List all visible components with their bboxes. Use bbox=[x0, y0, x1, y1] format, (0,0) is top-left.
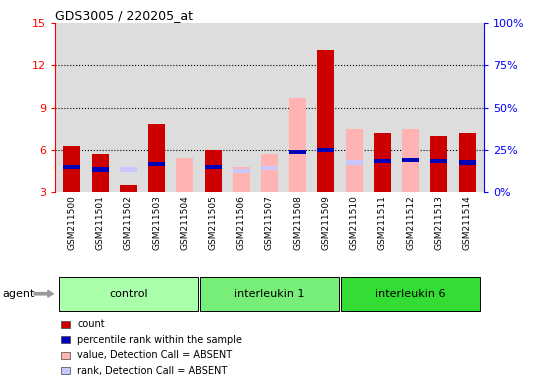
Bar bbox=[148, 124, 165, 192]
Text: GSM211503: GSM211503 bbox=[152, 195, 161, 250]
FancyBboxPatch shape bbox=[200, 277, 339, 311]
Bar bbox=[205, 165, 222, 169]
Bar bbox=[346, 129, 362, 192]
Text: GSM211508: GSM211508 bbox=[293, 195, 302, 250]
FancyBboxPatch shape bbox=[341, 277, 480, 311]
Text: percentile rank within the sample: percentile rank within the sample bbox=[77, 335, 242, 345]
Bar bbox=[261, 154, 278, 192]
Text: GSM211504: GSM211504 bbox=[180, 195, 189, 250]
Bar bbox=[374, 159, 391, 163]
Bar bbox=[63, 165, 80, 169]
Bar bbox=[148, 162, 165, 166]
Text: GSM211512: GSM211512 bbox=[406, 195, 415, 250]
Bar bbox=[177, 158, 193, 192]
Text: control: control bbox=[109, 289, 148, 299]
Bar bbox=[63, 146, 80, 192]
Bar bbox=[205, 151, 222, 192]
Text: GSM211502: GSM211502 bbox=[124, 195, 133, 250]
Bar bbox=[430, 159, 447, 163]
Bar bbox=[374, 133, 391, 192]
Bar bbox=[346, 161, 362, 165]
Bar bbox=[92, 167, 108, 172]
Text: agent: agent bbox=[3, 289, 35, 299]
Text: GSM211509: GSM211509 bbox=[321, 195, 331, 250]
Text: GSM211507: GSM211507 bbox=[265, 195, 274, 250]
Text: interleukin 1: interleukin 1 bbox=[234, 289, 305, 299]
Text: GSM211500: GSM211500 bbox=[68, 195, 76, 250]
Bar bbox=[459, 161, 476, 165]
Text: interleukin 6: interleukin 6 bbox=[375, 289, 446, 299]
Text: GSM211510: GSM211510 bbox=[350, 195, 359, 250]
Text: value, Detection Call = ABSENT: value, Detection Call = ABSENT bbox=[77, 350, 232, 360]
Bar bbox=[233, 169, 250, 173]
Bar bbox=[317, 50, 334, 192]
Bar bbox=[261, 166, 278, 170]
Bar bbox=[92, 154, 108, 192]
Bar bbox=[402, 157, 419, 162]
Bar bbox=[317, 148, 334, 152]
Bar bbox=[120, 167, 137, 172]
Bar bbox=[459, 133, 476, 192]
Bar bbox=[233, 167, 250, 192]
Bar bbox=[289, 98, 306, 192]
Text: GDS3005 / 220205_at: GDS3005 / 220205_at bbox=[55, 9, 193, 22]
Text: GSM211514: GSM211514 bbox=[463, 195, 471, 250]
Text: GSM211501: GSM211501 bbox=[96, 195, 104, 250]
Text: count: count bbox=[77, 319, 104, 329]
FancyBboxPatch shape bbox=[59, 277, 198, 311]
Bar bbox=[402, 129, 419, 192]
Bar bbox=[430, 136, 447, 192]
Text: GSM211513: GSM211513 bbox=[434, 195, 443, 250]
Text: GSM211506: GSM211506 bbox=[237, 195, 246, 250]
Text: GSM211511: GSM211511 bbox=[378, 195, 387, 250]
Text: GSM211505: GSM211505 bbox=[208, 195, 218, 250]
Bar bbox=[120, 185, 137, 192]
Text: rank, Detection Call = ABSENT: rank, Detection Call = ABSENT bbox=[77, 366, 227, 376]
Bar bbox=[289, 150, 306, 154]
